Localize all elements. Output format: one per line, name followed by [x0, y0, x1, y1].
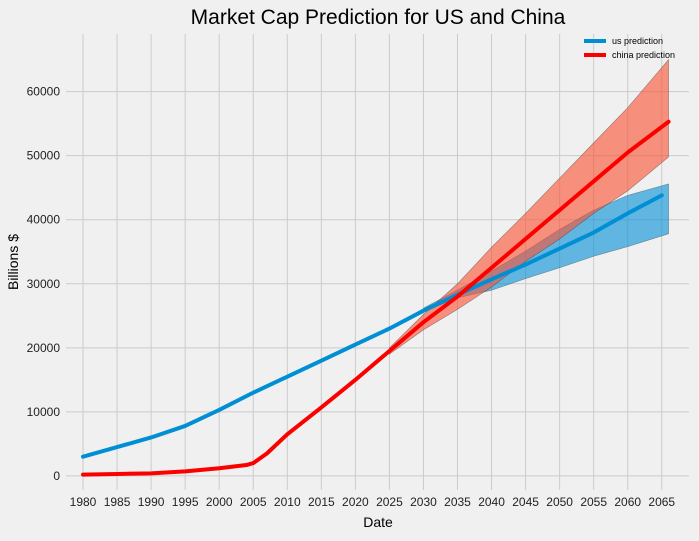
prediction-lines [81, 119, 671, 477]
china-prediction-line [81, 119, 671, 477]
x-tick-label: 2040 [478, 495, 505, 509]
y-axis-label: Billions $ [5, 234, 21, 290]
x-tick-label: 2030 [410, 495, 437, 509]
y-tick-label: 40000 [27, 213, 61, 227]
x-tick-label: 2005 [240, 495, 267, 509]
x-tick-label: 2055 [580, 495, 607, 509]
y-tick-label: 10000 [27, 405, 61, 419]
x-tick-label: 2025 [376, 495, 403, 509]
y-axis-ticks: 0 10000 20000 30000 40000 50000 60000 [27, 85, 61, 483]
y-tick-label: 20000 [27, 341, 61, 355]
x-tick-label: 2015 [308, 495, 335, 509]
x-axis-ticks: 1980 1985 1990 1995 2000 2005 2010 2015 2020 2025… [70, 495, 676, 509]
x-tick-label: 2000 [206, 495, 233, 509]
x-tick-label: 2045 [512, 495, 539, 509]
us-legend-label: us prediction [612, 36, 663, 46]
x-tick-label: 1980 [70, 495, 97, 509]
y-tick-label: 0 [53, 469, 60, 483]
x-axis-label: Date [363, 514, 393, 530]
x-tick-label: 2035 [444, 495, 471, 509]
china-legend-label: china prediction [612, 50, 675, 60]
x-tick-label: 1995 [172, 495, 199, 509]
grid [66, 34, 689, 490]
x-tick-label: 2065 [648, 495, 675, 509]
y-tick-label: 50000 [27, 149, 61, 163]
y-tick-label: 30000 [27, 277, 61, 291]
x-tick-label: 2060 [614, 495, 641, 509]
y-tick-label: 60000 [27, 85, 61, 99]
confidence-bands [389, 58, 669, 355]
us-prediction-line [81, 193, 664, 459]
x-tick-label: 2020 [342, 495, 369, 509]
x-tick-label: 2050 [546, 495, 573, 509]
chart-title: Market Cap Prediction for US and China [191, 6, 566, 29]
legend: us prediction china prediction [584, 36, 675, 60]
x-tick-label: 2010 [274, 495, 301, 509]
china-confidence-band [389, 58, 669, 355]
x-tick-label: 1990 [138, 495, 165, 509]
x-tick-label: 1985 [104, 495, 131, 509]
